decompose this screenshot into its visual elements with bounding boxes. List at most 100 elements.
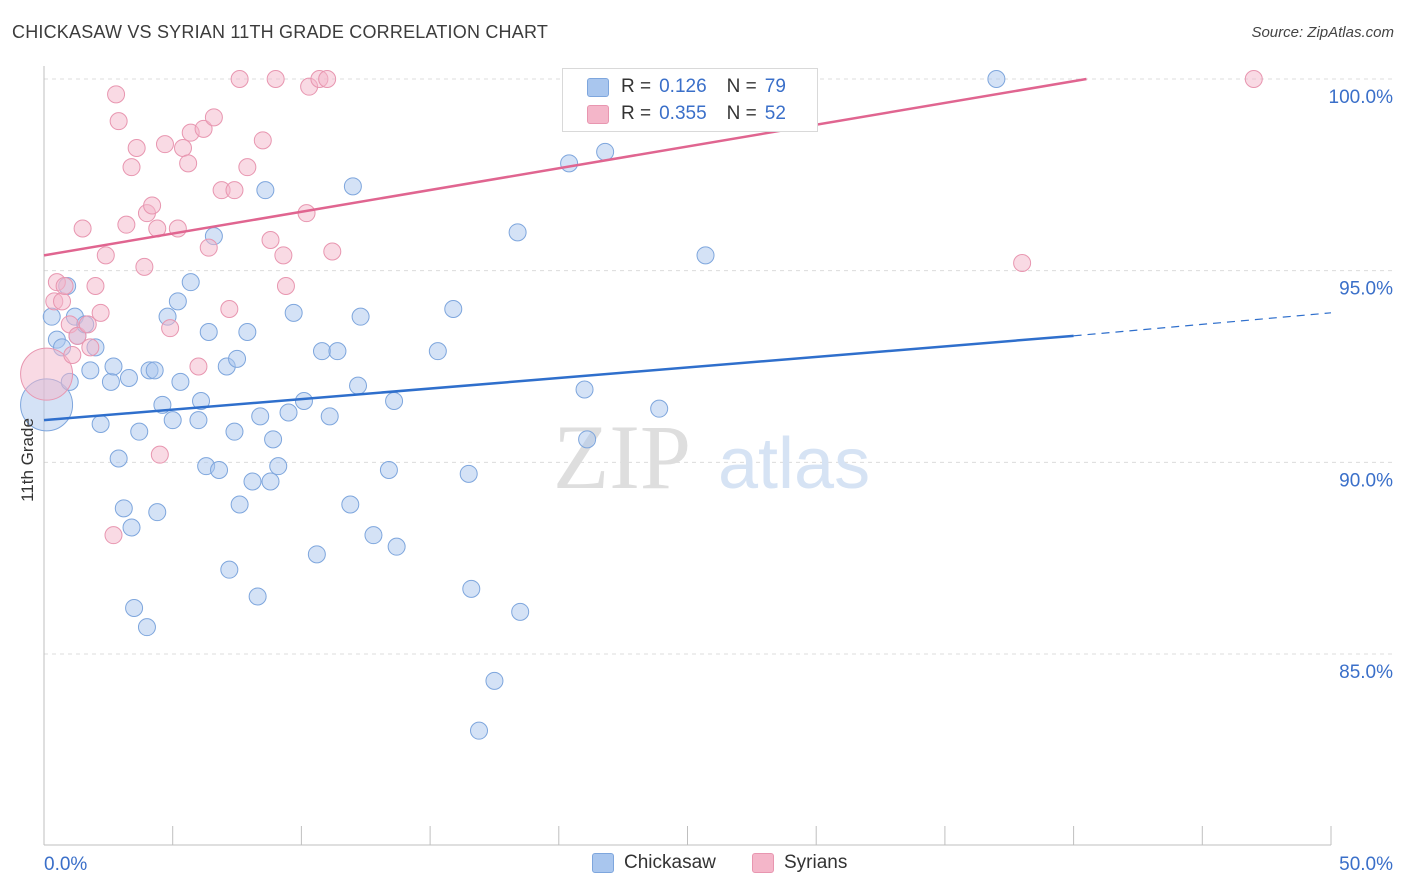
point-chickasaw	[137, 618, 156, 637]
watermark: ZIP atlas	[553, 406, 870, 508]
point-syrians	[135, 257, 154, 276]
point-chickasaw	[696, 246, 715, 265]
point-syrians	[318, 70, 337, 88]
point-chickasaw	[341, 495, 360, 514]
point-chickasaw	[230, 495, 249, 514]
point-syrians	[204, 108, 223, 127]
point-chickasaw	[428, 342, 447, 361]
point-syrians	[230, 70, 249, 88]
point-chickasaw	[163, 411, 182, 430]
point-chickasaw	[256, 181, 275, 200]
point-chickasaw	[199, 323, 218, 341]
point-chickasaw	[596, 142, 615, 161]
point-chickasaw	[220, 560, 239, 579]
axes	[43, 66, 1332, 846]
point-syrians	[220, 300, 239, 318]
point-chickasaw	[91, 415, 110, 433]
point-syrians	[179, 154, 198, 173]
point-chickasaw	[181, 273, 200, 292]
point-chickasaw	[145, 361, 164, 380]
point-syrians	[238, 158, 257, 177]
point-chickasaw	[578, 430, 597, 449]
point-chickasaw	[349, 376, 368, 395]
point-syrians	[55, 277, 74, 295]
point-chickasaw	[243, 472, 262, 491]
point-syrians	[20, 347, 74, 401]
point-syrians	[78, 315, 97, 334]
watermark-atlas: atlas	[718, 424, 870, 504]
point-chickasaw	[307, 545, 326, 564]
point-syrians	[225, 181, 244, 200]
point-chickasaw	[114, 499, 133, 518]
point-syrians	[155, 135, 174, 154]
point-syrians	[253, 131, 272, 150]
legend-swatch-syrians	[587, 104, 609, 124]
point-chickasaw	[109, 449, 128, 468]
trend-line-chickasaw-extension	[1073, 312, 1332, 337]
point-chickasaw	[462, 579, 481, 598]
x-tick-label: 0.0%	[44, 854, 87, 875]
point-chickasaw	[328, 342, 347, 361]
point-chickasaw	[343, 177, 362, 196]
point-chickasaw	[312, 342, 331, 361]
point-syrians	[199, 238, 218, 257]
point-chickasaw	[81, 361, 100, 380]
point-syrians	[161, 319, 180, 338]
point-syrians	[107, 85, 126, 104]
trend-lines	[43, 77, 1332, 422]
point-chickasaw	[320, 407, 339, 426]
point-syrians	[266, 70, 285, 88]
point-chickasaw	[189, 411, 208, 430]
point-chickasaw	[264, 430, 283, 449]
y-tick-label: 90.0%	[1339, 470, 1393, 491]
point-chickasaw	[485, 671, 504, 690]
point-chickasaw	[168, 292, 187, 311]
point-chickasaw	[294, 392, 313, 410]
point-chickasaw	[284, 303, 303, 322]
point-chickasaw	[560, 154, 579, 173]
point-syrians	[194, 119, 213, 138]
legend: R = 0.126 N = 79 R = 0.355 N = 52	[562, 68, 818, 132]
legend-n-label: N =	[726, 76, 757, 97]
point-chickasaw	[125, 599, 144, 617]
bottom-legend-label: Chickasaw	[624, 852, 716, 873]
x-tick-label: 50.0%	[1339, 854, 1393, 875]
point-chickasaw	[650, 399, 669, 418]
bottom-legend-label: Syrians	[784, 852, 848, 873]
point-syrians	[68, 326, 87, 345]
legend-row-chickasaw: R = 0.126 N = 79	[587, 75, 786, 99]
point-chickasaw	[101, 372, 120, 391]
bottom-legend-swatch-chickasaw	[592, 853, 614, 873]
point-chickasaw	[192, 392, 211, 410]
point-syrians	[81, 338, 100, 357]
point-syrians	[96, 246, 115, 265]
point-syrians	[117, 215, 136, 234]
point-chickasaw	[279, 403, 298, 422]
point-syrians	[122, 158, 141, 177]
data-points	[20, 70, 1263, 740]
point-syrians	[150, 445, 169, 464]
point-syrians	[1013, 254, 1032, 272]
legend-r-label: R =	[621, 103, 652, 124]
point-chickasaw	[444, 300, 463, 318]
point-syrians	[127, 139, 146, 157]
point-chickasaw	[459, 464, 478, 483]
point-syrians	[91, 303, 110, 322]
point-syrians	[109, 112, 128, 131]
point-chickasaw	[379, 461, 398, 479]
point-syrians	[73, 219, 92, 238]
point-chickasaw	[248, 587, 267, 606]
point-syrians	[323, 242, 342, 261]
point-chickasaw	[511, 602, 530, 621]
point-chickasaw	[104, 357, 123, 376]
point-chickasaw	[351, 307, 370, 326]
watermark-zip: ZIP	[553, 406, 691, 508]
legend-n-value: 52	[764, 103, 786, 124]
bottom-legend-chickasaw: Chickasaw	[592, 852, 716, 874]
point-chickasaw	[251, 407, 270, 426]
point-syrians	[143, 196, 162, 215]
legend-n-value: 79	[764, 76, 786, 97]
bottom-legend-syrians: Syrians	[752, 852, 847, 874]
legend-r-value: 0.126	[659, 76, 707, 97]
